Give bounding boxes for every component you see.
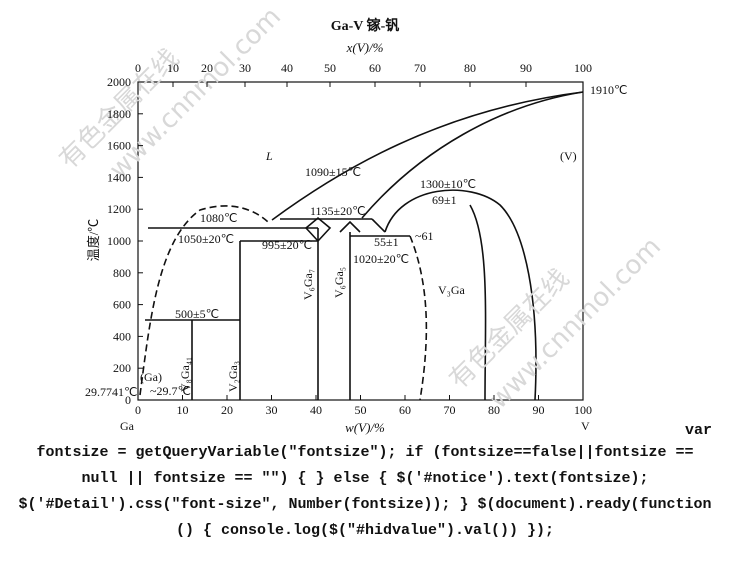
annotation: ~61 bbox=[415, 229, 434, 243]
annotation: 1090±15℃ bbox=[305, 165, 361, 179]
left-tick-label: 400 bbox=[113, 329, 131, 343]
code-line: $('#Detail').css("font-size", Number(fon… bbox=[18, 496, 711, 513]
bottom-tick-label: 20 bbox=[221, 403, 233, 417]
top-tick-label: 100 bbox=[574, 61, 592, 75]
bottom-axis-label: w(V)/% bbox=[345, 420, 385, 435]
annotation: V₆Ga₅ bbox=[332, 267, 346, 298]
annotation: 29.7741℃ bbox=[85, 385, 137, 399]
left-tick-label: 1000 bbox=[107, 234, 131, 248]
bottom-tick-label: 80 bbox=[488, 403, 500, 417]
annotation: 500±5℃ bbox=[175, 307, 219, 321]
annotation: 1300±10℃ bbox=[420, 177, 476, 191]
top-tick-label: 70 bbox=[414, 61, 426, 75]
annotation: V₈Ga₄₁ bbox=[178, 357, 192, 392]
top-tick-label: 80 bbox=[464, 61, 476, 75]
left-tick-label: 600 bbox=[113, 298, 131, 312]
left-tick-label: 0 bbox=[125, 393, 131, 407]
annotation: 1020±20℃ bbox=[353, 252, 409, 266]
bottom-tick-label: 50 bbox=[355, 403, 367, 417]
top-axis-label: x(V)/% bbox=[346, 40, 384, 55]
top-tick-label: 0 bbox=[135, 61, 141, 75]
annotation: 1050±20℃ bbox=[178, 232, 234, 246]
left-tick-label: 1800 bbox=[107, 107, 131, 121]
bottom-tick-label: 10 bbox=[177, 403, 189, 417]
left-tick-label: 1600 bbox=[107, 139, 131, 153]
bottom-tick-label: 70 bbox=[444, 403, 456, 417]
code-line: var bbox=[685, 422, 712, 439]
annotation: (V) bbox=[560, 149, 577, 163]
annotation: V₆Ga₇ bbox=[301, 269, 315, 300]
annotation: 1135±20℃ bbox=[310, 204, 366, 218]
bottom-tick-label: 30 bbox=[266, 403, 278, 417]
annotation: 69±1 bbox=[432, 193, 457, 207]
annotation: 1910℃ bbox=[590, 83, 627, 97]
annotation: V bbox=[581, 419, 590, 433]
annotation: 995±20℃ bbox=[262, 238, 312, 252]
bottom-tick-label: 0 bbox=[135, 403, 141, 417]
annotation: Ga bbox=[120, 419, 135, 433]
dashed-lines bbox=[139, 205, 428, 401]
left-axis-label: 温度/℃ bbox=[86, 219, 101, 262]
left-tick-label: 800 bbox=[113, 266, 131, 280]
annotation: V₃Ga bbox=[438, 283, 466, 297]
annotation: 55±1 bbox=[374, 235, 399, 249]
top-tick-label: 40 bbox=[281, 61, 293, 75]
bottom-tick-label: 60 bbox=[399, 403, 411, 417]
annotation: ~29.7℃ bbox=[150, 384, 191, 398]
code-line: fontsize = getQueryVariable("fontsize");… bbox=[36, 444, 693, 461]
top-tick-label: 20 bbox=[201, 61, 213, 75]
code-line: () { console.log($("#hidvalue").val()) }… bbox=[176, 522, 554, 539]
left-tick-label: 2000 bbox=[107, 75, 131, 89]
left-tick-label: 1200 bbox=[107, 202, 131, 216]
top-tick-label: 30 bbox=[239, 61, 251, 75]
top-tick-label: 50 bbox=[324, 61, 336, 75]
bottom-tick-label: 100 bbox=[574, 403, 592, 417]
annotation: L bbox=[265, 149, 273, 163]
top-tick-label: 60 bbox=[369, 61, 381, 75]
code-line: null || fontsize == "") { } else { $('#n… bbox=[81, 470, 648, 487]
top-tick-label: 90 bbox=[520, 61, 532, 75]
top-tick-label: 10 bbox=[167, 61, 179, 75]
annotation: V₂Ga₃ bbox=[226, 361, 240, 392]
figure-title: Ga-V 镓-钒 bbox=[331, 17, 400, 34]
left-tick-label: 200 bbox=[113, 361, 131, 375]
bottom-tick-label: 40 bbox=[310, 403, 322, 417]
bottom-tick-label: 90 bbox=[533, 403, 545, 417]
left-tick-label: 1400 bbox=[107, 170, 131, 184]
annotation: 1080℃ bbox=[200, 211, 237, 225]
annotation: (Ga) bbox=[140, 370, 162, 384]
phase-lines bbox=[145, 91, 584, 401]
